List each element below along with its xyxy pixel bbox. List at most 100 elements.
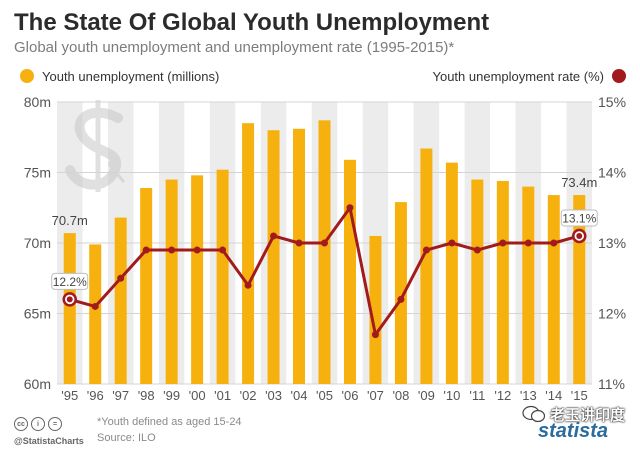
x-tick-label: '05 [316,388,333,403]
rate-point-1 [91,302,99,310]
bar-2 [114,217,127,384]
bar-14 [420,148,433,384]
bar-12 [369,235,382,384]
x-tick-label: '03 [265,388,282,403]
legend-item-rate: Youth unemployment rate (%) [432,66,626,86]
rate-point-10 [321,239,328,247]
legend-item-unemployment: Youth unemployment (millions) [20,66,219,86]
rate-data-label: 12.2% [53,275,87,289]
y-right-tick-label: 13% [598,235,626,251]
x-tick-label: '07 [367,388,384,403]
rate-point-12 [371,331,379,339]
x-tick-label: '96 [87,388,104,403]
x-tick-label: '10 [443,388,460,403]
rate-point-17 [499,239,507,247]
rate-point-3 [142,246,150,254]
y-left-tick-label: 80m [24,94,51,110]
x-tick-label: '08 [392,388,409,403]
y-right-tick-label: 11% [598,376,625,392]
rate-point-15 [448,239,456,247]
rate-label-box [51,272,89,290]
no-derivatives-icon: = [48,417,62,431]
x-tick-label: '09 [418,388,435,403]
bar-9 [293,128,306,384]
y-right-tick-label: 12% [598,306,626,322]
rate-point-2 [117,274,125,282]
bar-6 [216,169,229,384]
x-tick-label: '13 [520,388,537,403]
rate-point-14 [422,246,430,254]
chart-subtitle: Global youth unemployment and unemployme… [14,39,455,56]
x-axis: '95 '96 '97 '98 '99 '00 '01 '02 '03 '04 '05 '06 '07 '… [61,388,587,403]
statista-figure-watermark-icon [65,100,126,192]
rate-point-7 [244,281,252,289]
x-tick-label: '14 [545,388,562,403]
cc-license-icon: cc [14,417,28,431]
y-left-tick-label: 65m [24,306,51,322]
bar-16 [471,179,484,384]
x-tick-label: '12 [494,388,511,403]
bar-15 [445,162,458,384]
watermark-text: 老玉讲印度 [550,407,626,424]
rate-point-19 [550,239,558,247]
rate-point-4 [168,246,176,254]
legend-label-unemployment: Youth unemployment (millions) [42,68,220,84]
bar-data-label: 70.7m [52,213,88,228]
x-tick-label: '97 [112,388,129,403]
legend-label-rate: Youth unemployment rate (%) [432,68,604,84]
bar-data-label: 73.4m [561,175,597,190]
data-labels: 70.7m 73.4m 12.2% 13.1% [51,175,598,290]
line-series [62,204,587,339]
bar-19 [547,195,560,384]
rate-point-16 [473,246,481,254]
x-tick-label: '99 [163,388,180,403]
bar-0 [63,233,76,384]
y-right-tick-label: 15% [598,94,626,110]
x-tick-label: '95 [61,388,78,403]
x-tick-label: '98 [138,388,155,403]
bar-7 [242,123,255,385]
legend-bar-swatch-icon [20,69,34,83]
wechat-icon [522,405,546,423]
rate-label-box [560,209,598,227]
bar-18 [522,186,535,384]
x-tick-label: '11 [469,388,485,403]
bar-4 [165,179,178,384]
bar-8 [267,130,280,384]
rate-data-label: 13.1% [562,211,596,225]
rate-point-13 [397,295,405,303]
attribution-icon: i [31,417,45,431]
rate-point-5 [193,246,201,254]
statista-handle: @StatistaCharts [14,436,84,446]
y-axis-right: 11% 12% 13% 14% 15% [598,94,626,392]
bar-13 [394,202,407,384]
bar-11 [343,159,356,384]
statista-logo: statista [538,420,609,442]
bar-3 [140,188,153,384]
rate-point-8 [270,232,278,240]
bar-10 [318,120,331,384]
rate-point-11 [346,204,354,212]
license-icons: cc i = [14,417,62,431]
legend-line-swatch-icon [612,69,626,83]
rate-point-18 [524,239,532,247]
x-tick-label: '06 [341,388,358,403]
x-tick-label: '04 [291,388,308,403]
rate-point-9 [295,239,303,247]
y-left-tick-label: 75m [24,165,51,181]
bar-17 [496,180,509,384]
rate-point-6 [219,246,227,254]
x-tick-label: '01 [214,388,231,403]
source-note: Source: ILO [97,432,156,444]
rate-point-core-0 [66,296,73,303]
footnote: *Youth defined as aged 15-24 [97,416,242,428]
x-tick-label: '15 [571,388,588,403]
x-tick-label: '02 [240,388,257,403]
bar-5 [191,175,204,384]
y-left-tick-label: 70m [24,235,51,251]
chart-title: The State Of Global Youth Unemployment [14,9,490,36]
y-left-tick-label: 60m [24,376,51,392]
y-axis-left: 60m 65m 70m 75m 80m [24,94,51,392]
bar-series [63,120,586,385]
